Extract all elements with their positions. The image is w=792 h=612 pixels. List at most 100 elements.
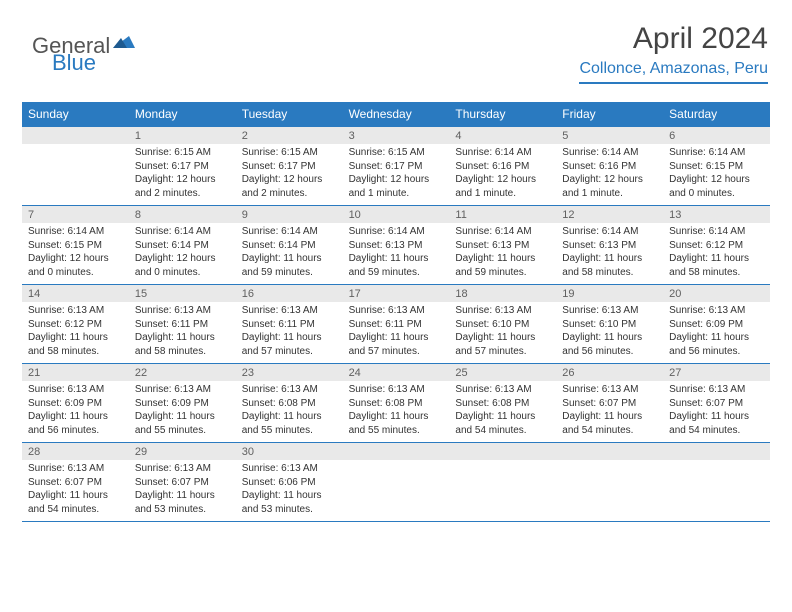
day-number: 30: [236, 443, 343, 460]
day-number: 7: [22, 206, 129, 223]
day-cell: 11Sunrise: 6:14 AMSunset: 6:13 PMDayligh…: [449, 206, 556, 284]
day-header-cell: Wednesday: [343, 102, 450, 126]
day-cell: 15Sunrise: 6:13 AMSunset: 6:11 PMDayligh…: [129, 285, 236, 363]
day-line: Sunset: 6:10 PM: [455, 318, 550, 332]
day-line: Sunrise: 6:14 AM: [669, 146, 764, 160]
day-line: Sunrise: 6:13 AM: [242, 462, 337, 476]
day-number: [343, 443, 450, 460]
day-header-cell: Sunday: [22, 102, 129, 126]
day-body: Sunrise: 6:13 AMSunset: 6:08 PMDaylight:…: [343, 381, 450, 441]
day-line: Sunset: 6:10 PM: [562, 318, 657, 332]
day-cell: 21Sunrise: 6:13 AMSunset: 6:09 PMDayligh…: [22, 364, 129, 442]
day-body: Sunrise: 6:14 AMSunset: 6:13 PMDaylight:…: [449, 223, 556, 283]
day-body: Sunrise: 6:14 AMSunset: 6:15 PMDaylight:…: [663, 144, 770, 204]
day-line: Sunset: 6:16 PM: [455, 160, 550, 174]
day-body: Sunrise: 6:13 AMSunset: 6:11 PMDaylight:…: [236, 302, 343, 362]
day-body: Sunrise: 6:13 AMSunset: 6:09 PMDaylight:…: [663, 302, 770, 362]
day-cell: [663, 443, 770, 521]
day-cell: 6Sunrise: 6:14 AMSunset: 6:15 PMDaylight…: [663, 127, 770, 205]
day-number: 5: [556, 127, 663, 144]
day-number: 17: [343, 285, 450, 302]
day-line: Daylight: 12 hours and 0 minutes.: [135, 252, 230, 279]
day-line: Sunrise: 6:13 AM: [135, 462, 230, 476]
day-line: Sunset: 6:12 PM: [28, 318, 123, 332]
week-row: 28Sunrise: 6:13 AMSunset: 6:07 PMDayligh…: [22, 443, 770, 522]
day-header-cell: Thursday: [449, 102, 556, 126]
day-line: Sunrise: 6:13 AM: [349, 383, 444, 397]
day-number: 14: [22, 285, 129, 302]
day-body: Sunrise: 6:14 AMSunset: 6:16 PMDaylight:…: [449, 144, 556, 204]
day-number: [22, 127, 129, 144]
day-number: 13: [663, 206, 770, 223]
day-line: Sunrise: 6:14 AM: [455, 146, 550, 160]
month-title: April 2024: [579, 22, 768, 56]
day-body: Sunrise: 6:13 AMSunset: 6:09 PMDaylight:…: [22, 381, 129, 441]
day-line: Sunrise: 6:13 AM: [242, 383, 337, 397]
logo-text-blue: Blue: [52, 50, 96, 76]
day-number: 3: [343, 127, 450, 144]
day-body: Sunrise: 6:14 AMSunset: 6:14 PMDaylight:…: [236, 223, 343, 283]
day-line: Sunrise: 6:13 AM: [135, 383, 230, 397]
day-cell: 28Sunrise: 6:13 AMSunset: 6:07 PMDayligh…: [22, 443, 129, 521]
week-row: 1Sunrise: 6:15 AMSunset: 6:17 PMDaylight…: [22, 126, 770, 206]
day-number: 23: [236, 364, 343, 381]
day-cell: 19Sunrise: 6:13 AMSunset: 6:10 PMDayligh…: [556, 285, 663, 363]
day-line: Sunset: 6:07 PM: [135, 476, 230, 490]
day-line: Sunset: 6:11 PM: [242, 318, 337, 332]
day-cell: 3Sunrise: 6:15 AMSunset: 6:17 PMDaylight…: [343, 127, 450, 205]
day-line: Daylight: 11 hours and 55 minutes.: [349, 410, 444, 437]
day-line: Sunrise: 6:13 AM: [562, 383, 657, 397]
day-line: Sunrise: 6:13 AM: [242, 304, 337, 318]
day-number: 9: [236, 206, 343, 223]
day-line: Daylight: 12 hours and 0 minutes.: [669, 173, 764, 200]
day-number: 22: [129, 364, 236, 381]
day-line: Sunset: 6:12 PM: [669, 239, 764, 253]
day-line: Daylight: 12 hours and 1 minute.: [455, 173, 550, 200]
day-number: 24: [343, 364, 450, 381]
day-line: Daylight: 11 hours and 57 minutes.: [242, 331, 337, 358]
day-cell: [556, 443, 663, 521]
day-number: [556, 443, 663, 460]
day-body: Sunrise: 6:14 AMSunset: 6:15 PMDaylight:…: [22, 223, 129, 283]
day-line: Daylight: 12 hours and 2 minutes.: [242, 173, 337, 200]
day-cell: 5Sunrise: 6:14 AMSunset: 6:16 PMDaylight…: [556, 127, 663, 205]
day-cell: 18Sunrise: 6:13 AMSunset: 6:10 PMDayligh…: [449, 285, 556, 363]
day-line: Daylight: 12 hours and 0 minutes.: [28, 252, 123, 279]
day-line: Daylight: 12 hours and 2 minutes.: [135, 173, 230, 200]
day-line: Daylight: 11 hours and 58 minutes.: [669, 252, 764, 279]
day-line: Sunrise: 6:15 AM: [349, 146, 444, 160]
day-line: Daylight: 11 hours and 58 minutes.: [28, 331, 123, 358]
day-cell: 7Sunrise: 6:14 AMSunset: 6:15 PMDaylight…: [22, 206, 129, 284]
day-line: Daylight: 11 hours and 59 minutes.: [349, 252, 444, 279]
day-line: Sunrise: 6:13 AM: [349, 304, 444, 318]
day-line: Sunset: 6:17 PM: [242, 160, 337, 174]
day-body: Sunrise: 6:14 AMSunset: 6:13 PMDaylight:…: [556, 223, 663, 283]
day-line: Sunset: 6:17 PM: [135, 160, 230, 174]
day-line: Sunset: 6:16 PM: [562, 160, 657, 174]
day-line: Sunrise: 6:13 AM: [669, 304, 764, 318]
day-line: Sunset: 6:15 PM: [669, 160, 764, 174]
day-number: 25: [449, 364, 556, 381]
day-line: Daylight: 11 hours and 57 minutes.: [455, 331, 550, 358]
day-line: Sunrise: 6:13 AM: [28, 462, 123, 476]
day-number: 20: [663, 285, 770, 302]
day-body: [343, 460, 450, 466]
day-line: Sunset: 6:13 PM: [349, 239, 444, 253]
day-line: Sunrise: 6:13 AM: [455, 383, 550, 397]
day-cell: 12Sunrise: 6:14 AMSunset: 6:13 PMDayligh…: [556, 206, 663, 284]
day-line: Sunrise: 6:13 AM: [28, 383, 123, 397]
day-line: Sunrise: 6:15 AM: [242, 146, 337, 160]
day-number: 29: [129, 443, 236, 460]
day-cell: 4Sunrise: 6:14 AMSunset: 6:16 PMDaylight…: [449, 127, 556, 205]
day-cell: 14 Sunrise: 6:13 AMSunset: 6:12 PMDayligh…: [22, 285, 129, 363]
day-cell: 17Sunrise: 6:13 AMSunset: 6:11 PMDayligh…: [343, 285, 450, 363]
day-line: Sunrise: 6:13 AM: [28, 304, 123, 318]
day-header-cell: Saturday: [663, 102, 770, 126]
day-line: Sunrise: 6:14 AM: [349, 225, 444, 239]
day-number: 16: [236, 285, 343, 302]
day-cell: 24Sunrise: 6:13 AMSunset: 6:08 PMDayligh…: [343, 364, 450, 442]
day-line: Daylight: 11 hours and 56 minutes.: [669, 331, 764, 358]
day-body: Sunrise: 6:13 AMSunset: 6:11 PMDaylight:…: [343, 302, 450, 362]
day-number: 15: [129, 285, 236, 302]
day-line: Sunrise: 6:13 AM: [562, 304, 657, 318]
